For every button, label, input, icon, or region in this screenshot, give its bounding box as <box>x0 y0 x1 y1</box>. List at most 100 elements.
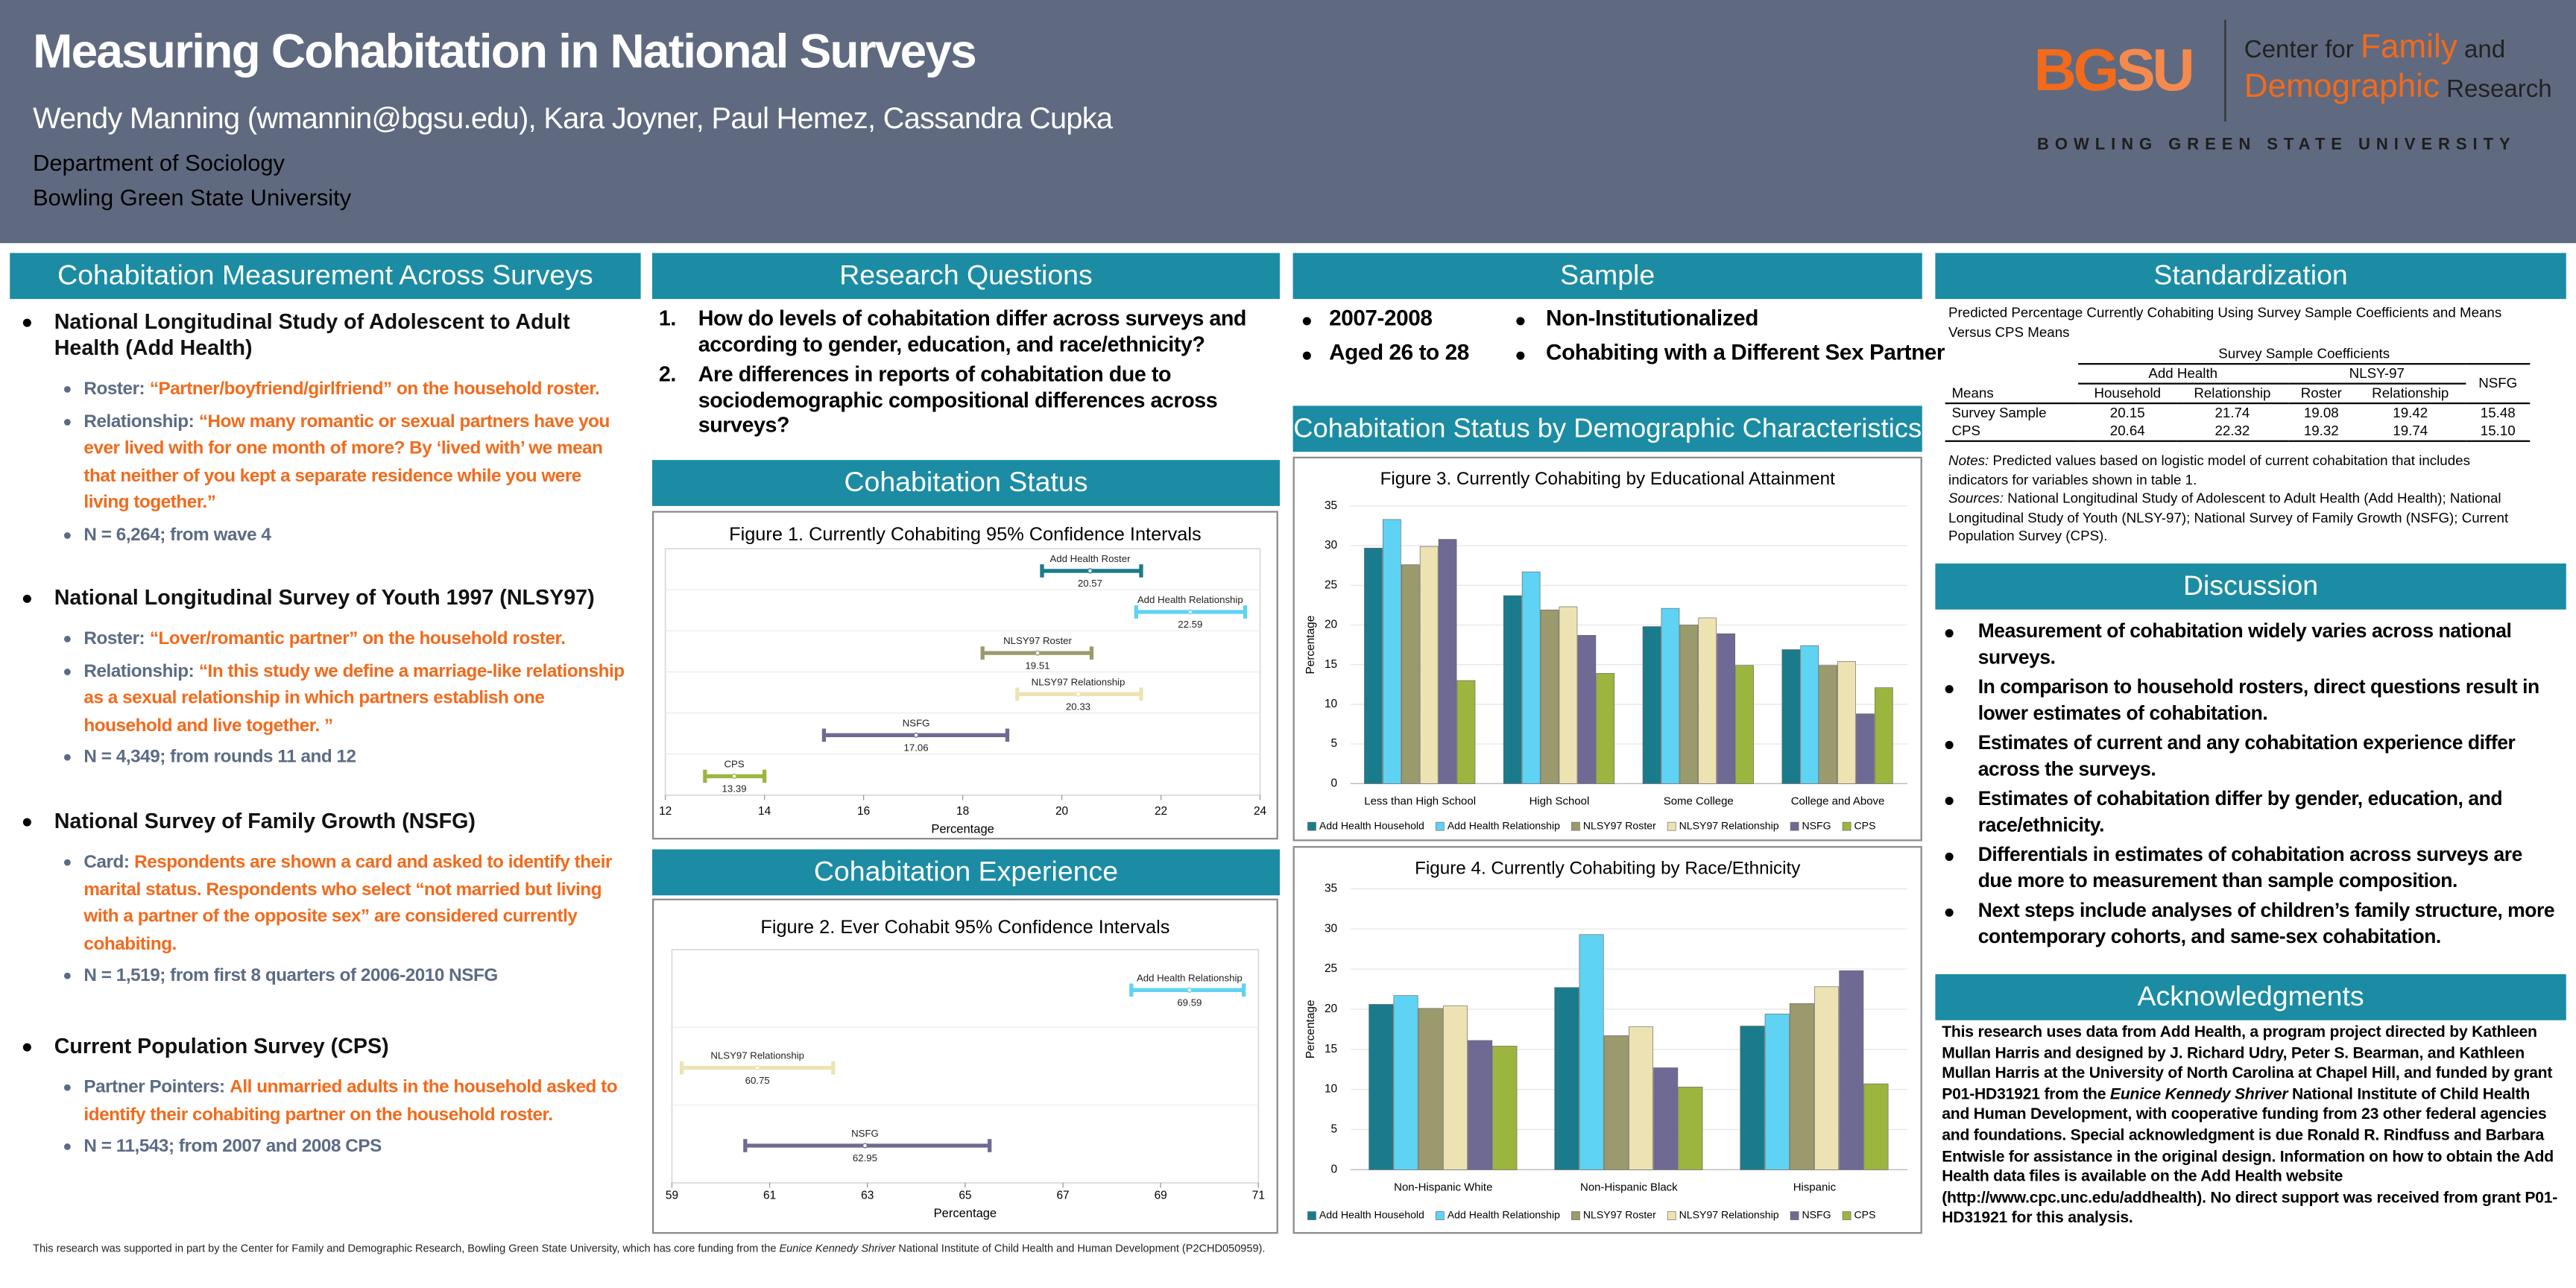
sample-item: Cohabiting with a Different Sex Partner <box>1546 340 1945 365</box>
discussion-item: Estimates of current and any cohabitatio… <box>1935 731 2556 782</box>
bullet <box>22 818 31 827</box>
category-label: CPS <box>724 759 744 770</box>
discussion-text: Estimates of cohabitation differ by gend… <box>1977 786 2503 836</box>
survey-name-text: Current Population Survey (CPS) <box>54 1033 389 1058</box>
bar <box>1740 1026 1765 1170</box>
survey-name-text: National Longitudinal Survey of Youth 19… <box>54 584 595 610</box>
logo-line: Center for Family and <box>2244 30 2552 69</box>
cell: 15.10 <box>2466 422 2531 442</box>
cell: CPS <box>1945 422 2079 442</box>
legend-label: NLSY97 Roster <box>1583 1209 1656 1221</box>
table-row: Survey Sample 20.15 21.74 19.08 19.42 15.48 <box>1945 403 2531 422</box>
bar <box>1679 625 1699 784</box>
survey: National Survey of Family Growth (NSFG) C… <box>19 808 631 990</box>
y-tick-label: 10 <box>1325 1083 1337 1096</box>
discussion-item: In comparison to household rosters, dire… <box>1935 675 2556 726</box>
bar <box>1503 595 1522 784</box>
text-part: National Institute of Child Health and H… <box>1942 1085 2558 1228</box>
y-axis-label: Percentage <box>1304 616 1317 675</box>
category-label: NSFG <box>851 1128 879 1139</box>
logo-su: SU <box>2115 36 2195 104</box>
x-tick-label: 59 <box>666 1190 678 1202</box>
point-estimate <box>731 773 737 779</box>
x-tick-label: High School <box>1530 795 1590 808</box>
x-tick-label: Non-Hispanic White <box>1394 1181 1492 1194</box>
bar <box>1735 665 1754 784</box>
y-tick-label: 20 <box>1325 1003 1337 1015</box>
legend-swatch <box>1790 821 1799 831</box>
bar <box>1401 564 1420 784</box>
survey: Current Population Survey (CPS) Partner P… <box>19 1033 631 1161</box>
logo-text: Demographic <box>2244 69 2440 106</box>
logo-text: and <box>2463 36 2506 64</box>
discussion-text: Next steps include analyses of children’… <box>1977 898 2555 947</box>
y-tick-label: 0 <box>1331 1163 1338 1175</box>
discussion-item: Estimates of cohabitation differ by gend… <box>1935 787 2556 838</box>
x-tick-label: 67 <box>1056 1190 1069 1202</box>
point-estimate <box>913 732 919 738</box>
x-tick-label: 63 <box>861 1190 874 1202</box>
y-tick-label: 35 <box>1325 499 1337 512</box>
value-label: 20.33 <box>1066 701 1090 712</box>
bullet <box>63 417 71 425</box>
legend-swatch <box>1436 821 1445 831</box>
x-tick-label: 14 <box>758 805 771 818</box>
cell: 15.48 <box>2480 404 2516 421</box>
cell: 19.08 <box>2303 404 2339 421</box>
cell: 20.64 <box>2078 422 2177 442</box>
point-estimate <box>754 1065 760 1071</box>
y-tick-label: 20 <box>1325 619 1337 631</box>
chart: Figure 3. Currently Cohabiting by Educat… <box>1304 469 1907 831</box>
category-label: NLSY97 Relationship <box>710 1050 804 1061</box>
item-text: “How many romantic or sexual partners ha… <box>83 411 610 513</box>
logo-text: Family <box>2360 29 2457 66</box>
bar <box>1442 1006 1468 1170</box>
item-text: All unmarried adults in the household as… <box>83 1077 618 1125</box>
bar <box>1863 1083 1889 1170</box>
table-row: CPS 20.64 22.32 19.32 19.74 15.10 <box>1945 422 2531 442</box>
legend-label: Add Health Household <box>1319 1209 1424 1221</box>
section-heading: Acknowledgments <box>1935 974 2566 1020</box>
sample-item: Aged 26 to 28 <box>1329 340 1469 365</box>
bar <box>1492 1046 1518 1170</box>
chart-title: Figure 1. Currently Cohabiting 95% Confi… <box>729 524 1202 545</box>
bar <box>1678 1087 1703 1170</box>
logo-center: Center for Family and Demographic Resear… <box>2244 30 2552 109</box>
bar <box>1764 1014 1790 1170</box>
bullet <box>1945 796 1954 806</box>
bar <box>1800 645 1819 784</box>
item-label: Partner Pointers: <box>83 1077 225 1098</box>
bar <box>1418 1008 1443 1170</box>
logo-text: Center for <box>2244 36 2354 64</box>
y-axis-label: Percentage <box>1304 1000 1317 1058</box>
legend-label: NLSY97 Relationship <box>1679 1209 1779 1221</box>
chart: Figure 1. Currently Cohabiting 95% Confi… <box>659 524 1266 836</box>
legend-label: Add Health Relationship <box>1448 819 1560 831</box>
bullet <box>1516 351 1525 360</box>
discussion-item: Next steps include analyses of children’… <box>1935 899 2556 950</box>
question-text: How do levels of cohabitation differ acr… <box>698 305 1247 356</box>
cell: NLSY-97 <box>2288 364 2466 385</box>
survey-name-text: National Longitudinal Study of Adolescen… <box>54 309 570 360</box>
survey-n-text: N = 6,264; from wave 4 <box>83 525 271 545</box>
sample-item: 2007-2008 <box>1329 305 1433 331</box>
table-row: Add Health NLSY-97 NSFG <box>1945 364 2531 405</box>
bullet <box>1302 317 1311 326</box>
category-label: Add Health Relationship <box>1137 972 1243 983</box>
bar <box>1717 633 1736 784</box>
category-label: Add Health Roster <box>1049 553 1131 564</box>
cell <box>1945 345 2078 364</box>
cell: Survey Sample Coefficients <box>2078 344 2531 365</box>
section-heading: Discussion <box>1935 564 2566 610</box>
legend-label: Add Health Household <box>1319 819 1424 831</box>
y-tick-label: 5 <box>1331 737 1338 750</box>
x-tick-label: College and Above <box>1791 795 1885 808</box>
title: Measuring Cohabitation in National Surve… <box>33 26 977 79</box>
category-label: Add Health Relationship <box>1137 594 1243 605</box>
bar <box>1579 934 1604 1170</box>
value-label: 62.95 <box>853 1152 877 1164</box>
survey-item: Relationship: “In this study we define a … <box>63 658 631 739</box>
bar <box>1596 673 1615 784</box>
y-tick-label: 5 <box>1331 1123 1338 1136</box>
bar <box>1383 519 1401 784</box>
